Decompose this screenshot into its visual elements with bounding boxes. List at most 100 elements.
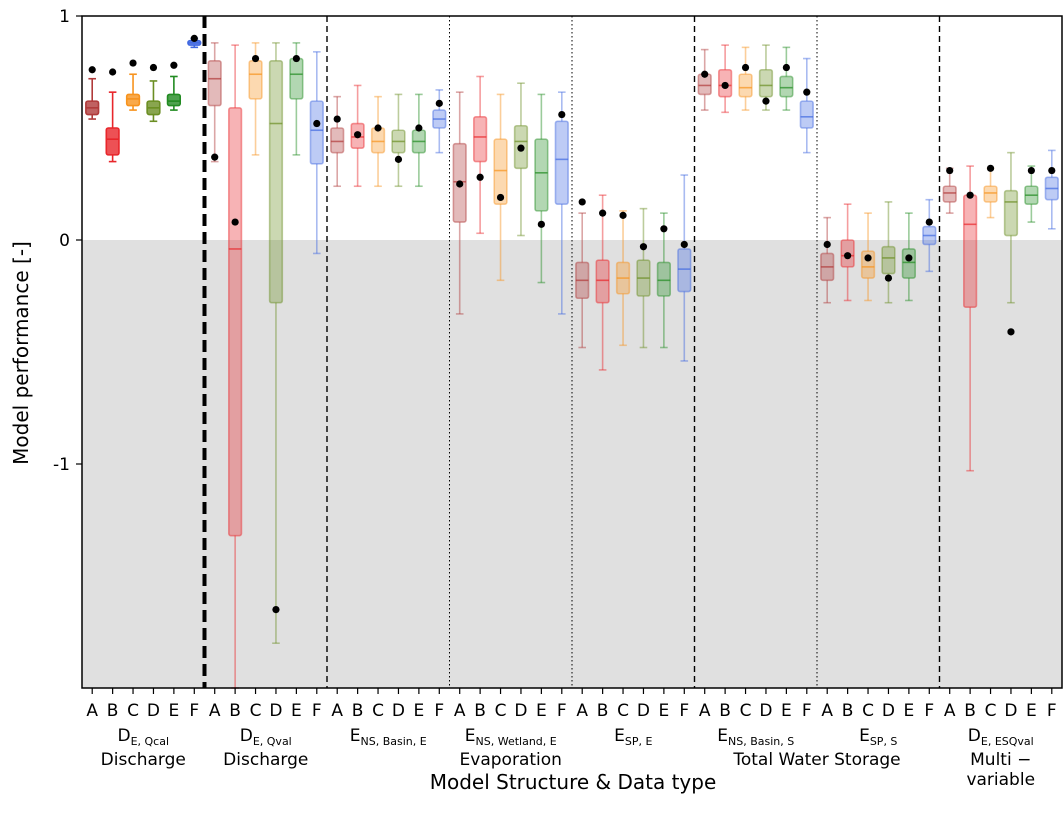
x-tick-label: A [86, 701, 98, 721]
group-name-main: D [240, 726, 253, 746]
reference-dot [741, 63, 750, 72]
box-iqr [493, 138, 508, 205]
x-tick-label: E [291, 701, 302, 721]
group-name-subscript: SP, S [870, 735, 898, 748]
reference-dot [456, 180, 464, 188]
box-iqr [677, 248, 692, 293]
x-tick-label: B [719, 701, 731, 721]
box-B [105, 68, 120, 163]
box-iqr [534, 138, 549, 212]
x-axis-title: Model Structure & Data type [430, 770, 717, 794]
box-iqr [779, 75, 794, 98]
x-tick-label: E [536, 701, 547, 721]
box-A [575, 198, 590, 349]
group-name-label: ESP, E [614, 726, 652, 748]
box-C [860, 212, 876, 302]
reference-dot [292, 54, 300, 63]
group-name-label: DE, ESQval [968, 726, 1034, 748]
group-name-main: E [350, 726, 361, 746]
box-iqr [166, 93, 182, 107]
y-axis-title: Model performance [-] [9, 241, 33, 465]
box-D [636, 207, 651, 349]
x-tick-label: B [597, 701, 609, 721]
category-label: Discharge [101, 750, 186, 770]
box-iqr [595, 259, 610, 304]
group-name-main: D [968, 726, 981, 746]
reference-dot [354, 131, 362, 139]
box-D [146, 63, 161, 123]
group-name-label: ENS, Wetland, E [465, 726, 557, 748]
x-tick-label: C [250, 701, 262, 721]
y-tick-label: -1 [53, 455, 70, 475]
box-F [677, 174, 692, 362]
reference-dot [415, 124, 423, 132]
box-B [717, 44, 733, 114]
group-name-subscript: SP, E [625, 735, 653, 748]
x-tick-label: B [474, 701, 486, 721]
box-iqr [656, 261, 672, 297]
box-A [207, 42, 222, 163]
box-A [697, 48, 712, 111]
box-D [758, 44, 774, 111]
reference-dot [660, 225, 668, 233]
box-iqr [105, 127, 120, 156]
box-A [85, 66, 100, 120]
x-tick-label: D [759, 701, 772, 721]
reference-dot [190, 34, 198, 43]
box-B [595, 194, 610, 371]
box-B [472, 75, 488, 235]
group-name-subscript: NS, Wetland, E [476, 735, 557, 748]
x-tick-label: B [842, 701, 854, 721]
x-tick-label: A [209, 701, 221, 721]
reference-dot [884, 274, 893, 282]
x-tick-label: B [352, 701, 364, 721]
x-tick-label: A [821, 701, 833, 721]
box-iqr [472, 116, 488, 163]
box-F [187, 34, 202, 49]
x-tick-label: D [147, 701, 160, 721]
box-iqr [1003, 189, 1019, 237]
reference-dot [170, 61, 178, 69]
reference-dot [272, 606, 280, 614]
box-D [268, 42, 284, 645]
reference-dot [721, 81, 729, 90]
box-iqr [309, 100, 324, 165]
reference-dot [701, 70, 709, 78]
group-name-subscript: E, ESQval [981, 735, 1034, 748]
group-name-main: E [614, 726, 625, 746]
box-iqr [881, 245, 896, 275]
reference-dot [1027, 166, 1035, 175]
group-name-main: E [717, 726, 728, 746]
reference-dot [1007, 328, 1015, 336]
x-tick-label: B [229, 701, 241, 721]
y-tick-label: 0 [59, 231, 70, 251]
box-iqr [330, 127, 345, 154]
reference-dot [211, 153, 219, 161]
x-tick-label: D [882, 701, 895, 721]
box-C [493, 93, 508, 282]
group-name-label: ENS, Basin, S [717, 726, 794, 748]
x-tick-label: E [781, 701, 792, 721]
category-label: Multi − [970, 750, 1031, 770]
box-iqr [758, 68, 774, 98]
reference-dot [88, 66, 96, 74]
x-tick-label: B [107, 701, 119, 721]
reference-dot [925, 218, 933, 226]
box-B [227, 44, 243, 689]
box-D [881, 201, 896, 304]
box-C [615, 210, 631, 347]
reference-dot [762, 97, 770, 105]
x-tick-label: B [964, 701, 976, 721]
group-name-label: ESP, S [859, 726, 897, 748]
box-iqr [738, 73, 753, 98]
box-F [1044, 149, 1059, 230]
box-iqr [289, 57, 304, 100]
x-tick-label: C [862, 701, 874, 721]
x-tick-label: D [1004, 701, 1017, 721]
box-E [534, 93, 549, 284]
plot-frame [81, 15, 1063, 689]
y-tick-label: 1 [59, 7, 70, 27]
box-iqr [125, 93, 141, 107]
reference-dot [374, 124, 382, 132]
